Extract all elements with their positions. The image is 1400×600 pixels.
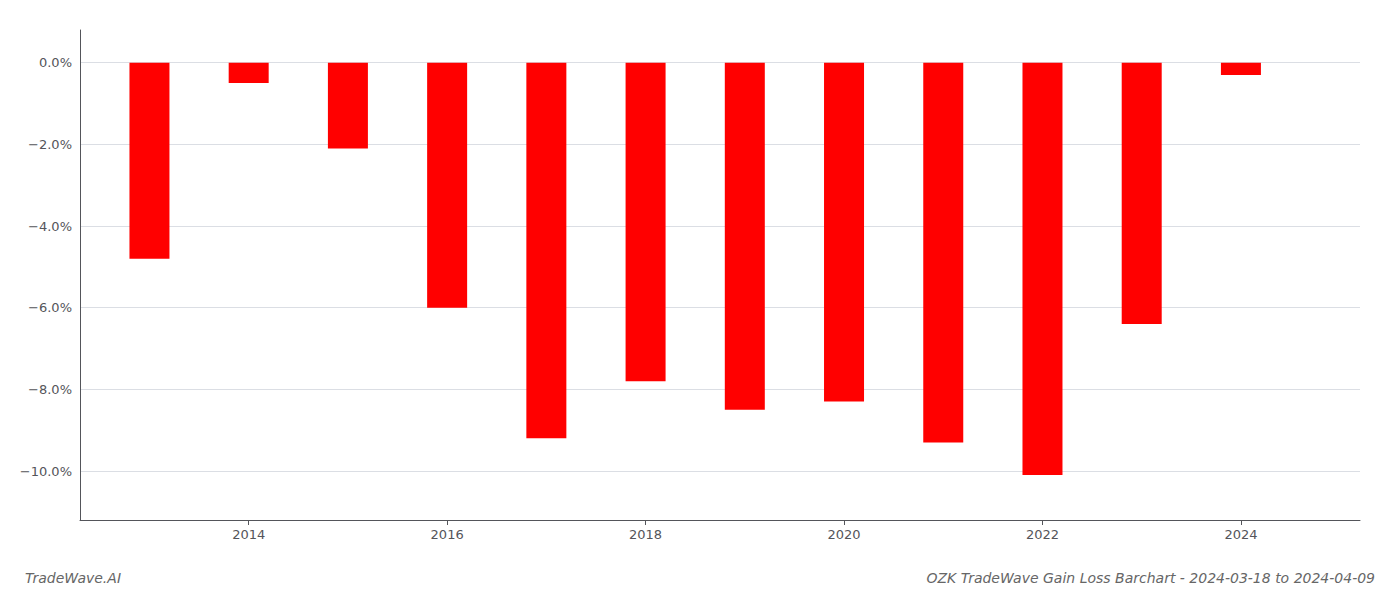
svg-text:2018: 2018 (629, 527, 662, 542)
svg-text:0.0%: 0.0% (39, 55, 72, 70)
svg-text:2022: 2022 (1026, 527, 1059, 542)
svg-text:2014: 2014 (232, 527, 265, 542)
svg-text:2020: 2020 (827, 527, 860, 542)
svg-text:OZK TradeWave Gain Loss Barcha: OZK TradeWave Gain Loss Barchart - 2024-… (926, 570, 1375, 586)
svg-text:−8.0%: −8.0% (28, 382, 72, 397)
svg-text:2016: 2016 (431, 527, 464, 542)
svg-text:−10.0%: −10.0% (20, 464, 72, 479)
svg-text:−4.0%: −4.0% (28, 219, 72, 234)
svg-text:−6.0%: −6.0% (28, 300, 72, 315)
svg-text:2024: 2024 (1224, 527, 1257, 542)
svg-text:−2.0%: −2.0% (28, 137, 72, 152)
svg-text:TradeWave.AI: TradeWave.AI (25, 570, 121, 586)
